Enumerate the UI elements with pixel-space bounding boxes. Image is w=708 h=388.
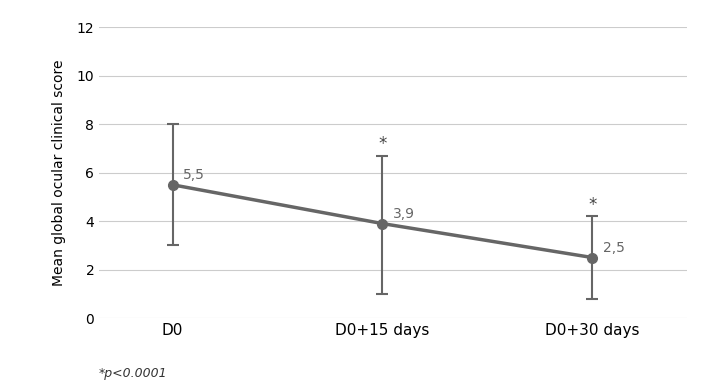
Text: 3,9: 3,9 [393,207,415,221]
Text: 5,5: 5,5 [183,168,205,182]
Text: *: * [588,196,597,214]
Text: *: * [378,135,387,153]
Y-axis label: Mean global ocular clinical score: Mean global ocular clinical score [52,59,66,286]
Text: *p<0.0001: *p<0.0001 [99,367,168,380]
Text: 2,5: 2,5 [603,241,624,255]
